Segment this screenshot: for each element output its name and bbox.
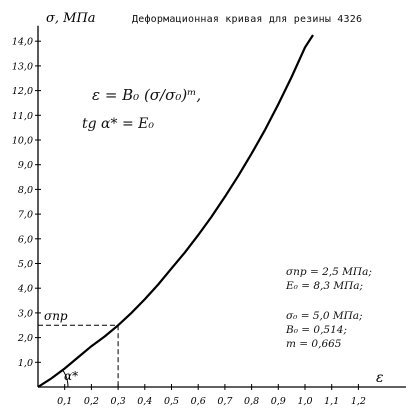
param-b0: B₀ = 0,514; <box>286 324 347 336</box>
axes <box>37 25 406 388</box>
y-tick-label: 10,0 <box>12 136 33 147</box>
x-tick-label: 0,5 <box>164 396 179 407</box>
y-tick-label: 9,0 <box>18 160 33 171</box>
x-tick-label: 1,1 <box>324 396 339 407</box>
y-tick-label: 4,0 <box>17 284 33 295</box>
y-tick-label: 12,0 <box>12 86 33 97</box>
sigma-pr-guides <box>38 324 119 387</box>
x-tick-label: 1,0 <box>297 396 312 407</box>
param-e0: E₀ = 8,3 МПа; <box>286 280 364 292</box>
y-tick-label: 14,0 <box>12 37 33 48</box>
x-tick-label: 0,4 <box>137 396 152 407</box>
chart-title: Деформационная кривая для резины 4326 <box>132 14 363 25</box>
alpha-label: α* <box>64 369 78 383</box>
y-axis-label: σ, МПа <box>46 11 96 26</box>
x-ticks: 0,1 0,2 0,3 0,4 0,5 0,6 0,7 0,8 0,9 1,0 1,1 1,2 <box>57 384 366 407</box>
param-sigma-pr: σпр = 2,5 МПа; <box>286 266 372 278</box>
sigma-pr-label: σпр <box>44 309 68 323</box>
param-sigma0: σ₀ = 5,0 МПа; <box>286 310 363 322</box>
y-tick-label: 8,0 <box>18 185 33 196</box>
x-tick-label: 1,2 <box>351 396 366 407</box>
y-tick-label: 11,0 <box>12 111 33 122</box>
y-tick-label: 1,0 <box>18 358 33 369</box>
param-m: m = 0,665 <box>286 338 342 350</box>
alpha-angle-arc <box>62 369 69 388</box>
y-tick-label: 13,0 <box>12 61 33 72</box>
x-tick-label: 0,9 <box>271 396 286 407</box>
y-tick-label: 2,0 <box>17 333 33 344</box>
x-axis-label: ε <box>376 370 384 386</box>
y-ticks: 1,0 2,0 3,0 4,0 5,0 6,0 7,0 8,0 9,0 10,0 11,0 12,0 1… <box>12 37 41 369</box>
x-tick-label: 0,8 <box>244 396 259 407</box>
y-tick-label: 7,0 <box>18 210 33 221</box>
x-tick-label: 0,1 <box>57 396 72 407</box>
deformation-curve <box>37 34 314 388</box>
formula-tangent: tg α* = E₀ <box>82 116 154 132</box>
x-tick-label: 0,6 <box>191 396 206 407</box>
x-tick-label: 0,3 <box>111 396 126 407</box>
y-tick-label: 5,0 <box>18 259 33 270</box>
x-tick-label: 0,2 <box>84 396 99 407</box>
y-tick-label: 3,0 <box>18 308 33 319</box>
formula-strain: ε = B₀ (σ/σ₀)ᵐ, <box>92 86 202 104</box>
x-tick-label: 0,7 <box>217 396 233 407</box>
y-tick-label: 6,0 <box>18 234 33 245</box>
